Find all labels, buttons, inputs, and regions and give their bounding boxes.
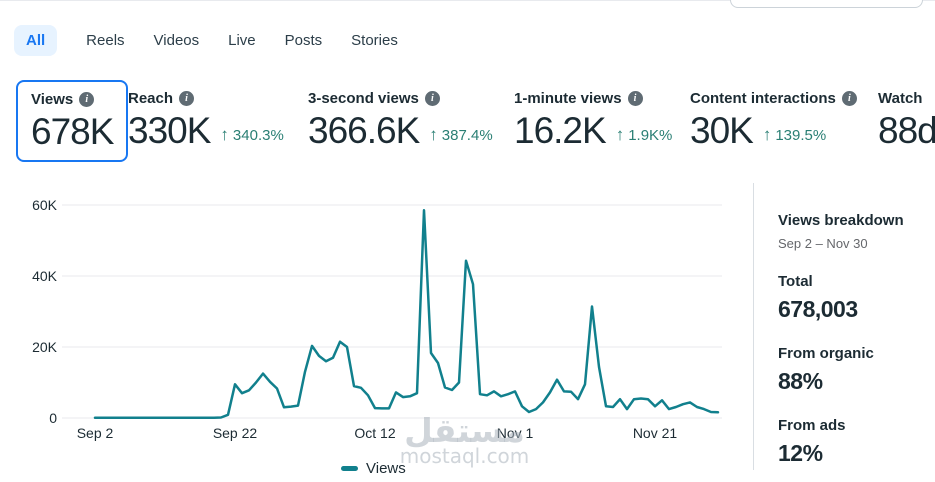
trend-up-arrow-icon: ↑ bbox=[762, 125, 772, 144]
metric-reach[interactable]: Reach i 330K ↑ 340.3% bbox=[128, 90, 284, 149]
breakdown-item-label: From ads bbox=[778, 417, 846, 434]
legend-label: Views bbox=[366, 460, 406, 477]
breakdown-item-label: From organic bbox=[778, 345, 874, 362]
metric-value: 366.6K bbox=[308, 110, 420, 151]
chart-canvas[interactable]: 0 20K 40K 60K Sep 2 Sep 22 Oct 12 Nov 1 Nov 21 bbox=[0, 185, 752, 447]
metric-trend: ↑ 1.9K% bbox=[616, 125, 673, 145]
metric-value: 16.2K bbox=[514, 110, 607, 151]
trend-up-arrow-icon: ↑ bbox=[615, 125, 625, 144]
views-series-swatch bbox=[341, 466, 358, 471]
metric-label: 1-minute views bbox=[514, 90, 622, 107]
metric-value: 30K bbox=[690, 110, 754, 151]
tab-all[interactable]: All bbox=[14, 25, 58, 56]
metric-value: 88d bbox=[878, 110, 935, 151]
metric-value: 678K bbox=[31, 111, 114, 152]
metric-3-second-views[interactable]: 3-second views i 366.6K ↑ 387.4% bbox=[308, 90, 493, 149]
breakdown-item-value: 678,003 bbox=[778, 296, 858, 322]
metric-content-interactions[interactable]: Content interactions i 30K ↑ 139.5% bbox=[690, 90, 857, 149]
metric-views[interactable]: Views i 678K bbox=[31, 91, 114, 152]
y-axis-tick-label: 20K bbox=[32, 339, 58, 355]
trend-percent: 139.5% bbox=[775, 127, 827, 144]
y-axis-tick-label: 40K bbox=[32, 268, 58, 284]
metric-watch[interactable]: Watch 88d bbox=[878, 90, 935, 149]
metric-1-minute-views[interactable]: 1-minute views i 16.2K ↑ 1.9K% bbox=[514, 90, 672, 149]
tab-reels[interactable]: Reels bbox=[86, 32, 125, 49]
metric-label: Watch bbox=[878, 90, 923, 107]
date-range-dropdown[interactable] bbox=[730, 0, 923, 8]
tab-live[interactable]: Live bbox=[228, 32, 256, 49]
y-axis-tick-label: 60K bbox=[32, 197, 58, 213]
x-axis-tick-label: Sep 2 bbox=[77, 425, 114, 441]
trend-percent: 1.9K% bbox=[628, 127, 673, 144]
info-icon[interactable]: i bbox=[424, 91, 440, 106]
chart-legend-item[interactable]: Views bbox=[341, 460, 406, 477]
tab-videos[interactable]: Videos bbox=[153, 32, 200, 49]
trend-up-arrow-icon: ↑ bbox=[429, 125, 438, 144]
breakdown-date-range: Sep 2 – Nov 30 bbox=[778, 236, 868, 251]
trend-percent: 387.4% bbox=[441, 127, 493, 144]
views-breakdown-panel: Views breakdown Sep 2 – Nov 30 Total 678,… bbox=[778, 212, 930, 467]
x-axis-tick-label: Sep 22 bbox=[213, 425, 258, 441]
metric-value: 330K bbox=[128, 110, 211, 151]
metric-label: Content interactions bbox=[690, 90, 836, 107]
metrics-row: Views i 678K Reach i 330K ↑ 340.3% 3-second view… bbox=[0, 78, 935, 173]
x-axis-tick-label: Oct 12 bbox=[354, 425, 395, 441]
info-icon[interactable]: i bbox=[841, 91, 857, 106]
metric-label: Views bbox=[31, 91, 74, 108]
info-icon[interactable]: i bbox=[79, 92, 95, 107]
metric-trend: ↑ 139.5% bbox=[763, 125, 826, 145]
trend-up-arrow-icon: ↑ bbox=[220, 125, 229, 144]
x-axis-tick-label: Nov 21 bbox=[633, 425, 678, 441]
selected-metric-card[interactable]: Views i 678K bbox=[16, 80, 129, 162]
metric-label: 3-second views bbox=[308, 90, 419, 107]
metric-trend: ↑ 387.4% bbox=[429, 125, 492, 145]
trend-percent: 340.3% bbox=[232, 127, 284, 144]
breakdown-title: Views breakdown bbox=[778, 212, 904, 229]
breakdown-item-value: 88% bbox=[778, 368, 823, 394]
views-line-series[interactable] bbox=[93, 209, 720, 419]
metric-trend: ↑ 340.3% bbox=[220, 125, 283, 145]
breakdown-item-value: 12% bbox=[778, 440, 823, 466]
info-icon[interactable]: i bbox=[627, 91, 643, 106]
content-type-tabs: All Reels Videos Live Posts Stories bbox=[14, 25, 398, 56]
tab-stories[interactable]: Stories bbox=[351, 32, 398, 49]
tab-posts[interactable]: Posts bbox=[284, 32, 323, 49]
metric-label: Reach bbox=[128, 90, 174, 107]
top-border bbox=[0, 0, 935, 1]
vertical-divider bbox=[753, 183, 754, 470]
views-chart[interactable]: 0 20K 40K 60K Sep 2 Sep 22 Oct 12 Nov 1 Nov 21 bbox=[0, 185, 752, 482]
info-icon[interactable]: i bbox=[179, 91, 195, 106]
x-axis-tick-label: Nov 1 bbox=[497, 425, 534, 441]
y-axis-tick-label: 0 bbox=[49, 410, 57, 426]
breakdown-item-label: Total bbox=[778, 273, 813, 290]
